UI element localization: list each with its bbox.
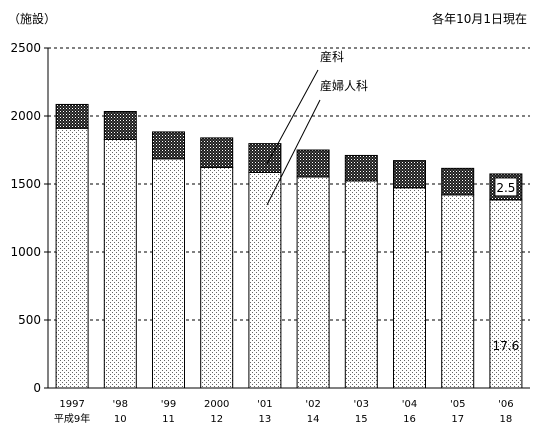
x-tick-sublabel-0: 平成9年 — [54, 412, 90, 425]
x-tick-sublabel-4: 13 — [259, 414, 272, 425]
bar-sanka-8 — [441, 167, 475, 196]
x-tick-label-7: '04 — [402, 399, 417, 410]
y-tick-label-2500: 2500 — [10, 41, 41, 55]
x-tick-label-0: 1997 — [59, 399, 84, 410]
x-tick-sublabel-9: 18 — [500, 414, 513, 425]
series-label-sanka: 産科 — [320, 49, 344, 64]
bar-sanfujinka-2 — [152, 158, 185, 389]
bar-sanka-6 — [344, 154, 378, 182]
x-tick-sublabel-8: 17 — [451, 414, 464, 425]
y-tick-label-500: 500 — [18, 313, 41, 327]
x-tick-sublabel-1: 10 — [114, 414, 127, 425]
annotation-label-0: 2.5 — [496, 181, 515, 195]
y-tick-label-1000: 1000 — [10, 245, 41, 259]
x-tick-sublabel-3: 12 — [210, 414, 223, 425]
series-label-sanfujinka: 産婦人科 — [320, 78, 368, 93]
bar-sanfujinka-4 — [248, 171, 282, 389]
bar-sanfujinka-7 — [393, 187, 426, 389]
bar-sanfujinka-6 — [344, 180, 378, 389]
bar-sanfujinka-1 — [103, 138, 137, 389]
bar-sanka-7 — [393, 160, 426, 189]
x-tick-label-1: '98 — [113, 399, 128, 410]
annotation-box-0 — [494, 177, 518, 197]
x-tick-label-3: 2000 — [204, 399, 229, 410]
leader-line-sanfujinka — [266, 99, 321, 206]
bar-sanfujinka-5 — [296, 176, 330, 389]
x-tick-sublabel-7: 16 — [403, 414, 416, 425]
y-tick-label-1500: 1500 — [10, 177, 41, 191]
y-tick-label-2000: 2000 — [10, 109, 41, 123]
y-tick-label-0: 0 — [33, 381, 41, 395]
x-tick-label-5: '02 — [305, 399, 320, 410]
bar-sanka-2 — [152, 131, 185, 160]
bar-sanka-1 — [103, 111, 137, 140]
x-tick-label-8: '05 — [450, 399, 465, 410]
bar-sanfujinka-3 — [200, 166, 234, 389]
x-tick-label-9: '06 — [498, 399, 513, 410]
x-tick-sublabel-6: 15 — [355, 414, 368, 425]
x-tick-sublabel-5: 14 — [307, 414, 320, 425]
bar-sanfujinka-8 — [441, 194, 475, 389]
bar-sanfujinka-0 — [55, 127, 89, 389]
date-note: 各年10月1日現在 — [432, 11, 527, 26]
leader-line-sanka — [266, 69, 319, 165]
x-tick-label-6: '03 — [354, 399, 369, 410]
annotation-label-1: 17.6 — [493, 339, 520, 353]
bar-sanka-0 — [55, 103, 89, 129]
x-tick-sublabel-2: 11 — [162, 414, 175, 425]
y-axis-unit-label: （施設） — [8, 11, 56, 26]
bar-sanka-5 — [296, 149, 330, 178]
x-tick-label-4: '01 — [257, 399, 272, 410]
bar-sanka-3 — [200, 137, 234, 168]
bar-sanfujinka-9 — [489, 199, 523, 389]
x-tick-label-2: '99 — [161, 399, 176, 410]
